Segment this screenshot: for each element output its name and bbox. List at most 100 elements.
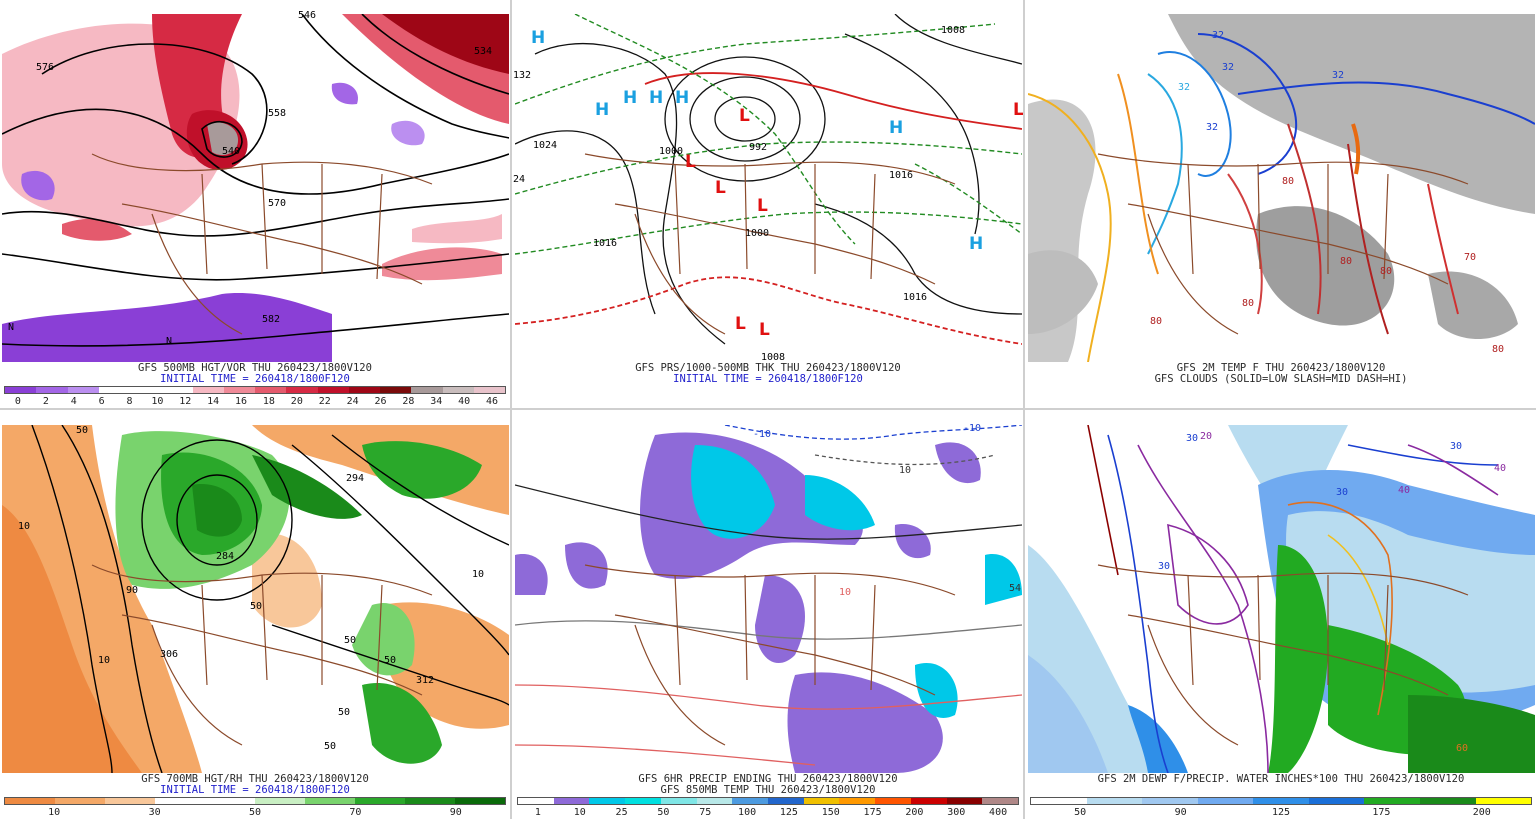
colorbar-ticks: 0 2 4 6 8 10 12 14 16 18 20 22 24 26 28 34 40 46 <box>4 396 506 407</box>
isobar-label: 1016 <box>593 238 618 249</box>
colorbar-tick-label: 14 <box>207 396 220 407</box>
colorbar-tick-label: 400 <box>989 807 1008 818</box>
colorbar <box>4 386 506 394</box>
colorbar-tick-label: 18 <box>262 396 275 407</box>
colorbar-tick-label: 2 <box>42 396 49 407</box>
panel-title: GFS 6HR PRECIP ENDING THU 260423/1800V12… <box>638 773 898 785</box>
colorbar-tick-label: 175 <box>863 807 882 818</box>
panel-subtitle: GFS 850MB TEMP THU 260423/1800V120 <box>660 784 876 796</box>
map-prs-thk <box>515 14 1022 362</box>
colorbar-tick-label: 28 <box>402 396 415 407</box>
panel-2m-temp-clouds: 32 32 32 32 32 80 80 80 80 80 70 80 GFS … <box>1026 0 1536 407</box>
isobar-label: 1016 <box>903 292 928 303</box>
map-dewp <box>1028 425 1535 773</box>
colorbar-tick-label: 22 <box>318 396 331 407</box>
temp-label-80: 80 <box>1380 266 1393 277</box>
map-precip <box>515 425 1022 773</box>
dewp-label: 30 <box>1450 441 1463 452</box>
colorbar-tick-label: 10 <box>573 807 586 818</box>
low-pressure-label: L <box>735 314 746 334</box>
colorbar-tick-label: 50 <box>1074 807 1087 818</box>
map-500mb <box>2 14 509 362</box>
panel-500mb-hgt-vor: 576 570 582 546 534 558 540 N N GFS 500M… <box>0 0 510 407</box>
colorbar-tick-label: 90 <box>449 807 462 818</box>
colorbar-tick-label: 25 <box>615 807 628 818</box>
isobar-label: 24 <box>513 174 526 185</box>
vort-min-label: N <box>8 322 15 333</box>
panel-700mb-hgt-rh: 50 10 90 50 306 50 10 50 50 10 284 312 5… <box>0 411 510 818</box>
panel-title: GFS PRS/1000-500MB THK THU 260423/1800V1… <box>635 362 901 374</box>
temp-label: -10 <box>963 423 982 434</box>
rh-label: 50 <box>384 655 397 666</box>
dewp-label: 60 <box>1456 743 1469 754</box>
panel-title: GFS 2M DEWP F/PRECIP. WATER INCHES*100 T… <box>1097 773 1465 785</box>
colorbar-tick-label: 50 <box>657 807 670 818</box>
colorbar-tick-label: 100 <box>738 807 757 818</box>
rh-label: 10 <box>18 521 31 532</box>
low-pressure-label: L <box>759 320 770 340</box>
isobar-label: 1008 <box>941 25 966 36</box>
colorbar-tick-label: 20 <box>290 396 303 407</box>
colorbar-tick-label: 4 <box>70 396 77 407</box>
rh-label: 50 <box>324 741 337 752</box>
low-pressure-label: L <box>757 196 768 216</box>
colorbar-ticks: 1 10 25 50 75 100 125 150 175 200 300 400 <box>517 807 1019 818</box>
temp-label-80: 80 <box>1150 316 1163 327</box>
temp-label-70: 70 <box>1464 252 1477 263</box>
rh-label: 90 <box>126 585 139 596</box>
colorbar-tick-label: 175 <box>1372 807 1391 818</box>
height-label: 284 <box>216 551 235 562</box>
colorbar-tick-label: 1 <box>534 807 541 818</box>
isobar-label: 1024 <box>533 140 558 151</box>
temp-label: 10 <box>839 587 852 598</box>
colorbar-tick-label: 10 <box>151 396 164 407</box>
isobar-label: 992 <box>749 142 768 153</box>
colorbar-tick-label: 6 <box>98 396 105 407</box>
temp-label: 54 <box>1009 583 1022 594</box>
panel-init-time: INITIAL TIME = 260418/1800F120 <box>673 373 863 385</box>
high-pressure-label: H <box>649 88 664 108</box>
contour-label-570: 570 <box>268 198 287 209</box>
rh-label: 10 <box>472 569 485 580</box>
colorbar-tick-label: 16 <box>235 396 248 407</box>
temp-label-80: 80 <box>1492 344 1505 355</box>
high-pressure-label: H <box>889 118 904 138</box>
dewp-label: 20 <box>1200 431 1213 442</box>
low-pressure-label: L <box>715 178 726 198</box>
temp-label-32: 32 <box>1178 82 1191 93</box>
panel-title: GFS 500MB HGT/VOR THU 260423/1800V120 <box>138 362 372 374</box>
contour-label-540: 540 <box>222 146 241 157</box>
map-700mb <box>2 425 509 773</box>
dewp-label: 30 <box>1158 561 1171 572</box>
colorbar-tick-label: 0 <box>14 396 21 407</box>
high-pressure-label: H <box>595 100 610 120</box>
temp-label-32: 32 <box>1212 30 1225 41</box>
high-pressure-label: H <box>969 234 984 254</box>
contour-label-546: 546 <box>298 10 317 21</box>
rh-label: 10 <box>98 655 111 666</box>
temp-label: -10 <box>753 429 772 440</box>
colorbar-ticks: 10 30 50 70 90 <box>4 807 506 818</box>
colorbar-tick-label: 150 <box>821 807 840 818</box>
colorbar-tick-label: 125 <box>779 807 798 818</box>
colorbar-ticks: 50 90 125 175 200 <box>1030 807 1532 818</box>
dewp-label: 40 <box>1494 463 1507 474</box>
colorbar-tick-label: 8 <box>126 396 133 407</box>
panel-subtitle: GFS CLOUDS (SOLID=LOW SLASH=MID DASH=HI) <box>1154 373 1408 385</box>
panel-divider <box>0 408 1536 410</box>
temp-label-32: 32 <box>1222 62 1235 73</box>
contour-label-534: 534 <box>474 46 493 57</box>
dewp-label: 40 <box>1398 485 1411 496</box>
panel-init-time: INITIAL TIME = 260418/1800F120 <box>160 373 350 385</box>
low-pressure-label: L <box>739 106 750 126</box>
colorbar-tick-label: 46 <box>486 396 499 407</box>
colorbar-tick-label: 24 <box>346 396 359 407</box>
isobar-label: 1016 <box>889 170 914 181</box>
temp-label-80: 80 <box>1340 256 1353 267</box>
high-pressure-label: H <box>531 28 546 48</box>
panel-2m-dewp-pw: 30 30 30 40 30 40 20 60 GFS 2M DEWP F/PR… <box>1026 411 1536 818</box>
colorbar-tick-label: 200 <box>1472 807 1491 818</box>
colorbar-tick-label: 10 <box>48 807 61 818</box>
colorbar-tick-label: 70 <box>349 807 362 818</box>
contour-label-582: 582 <box>262 314 281 325</box>
